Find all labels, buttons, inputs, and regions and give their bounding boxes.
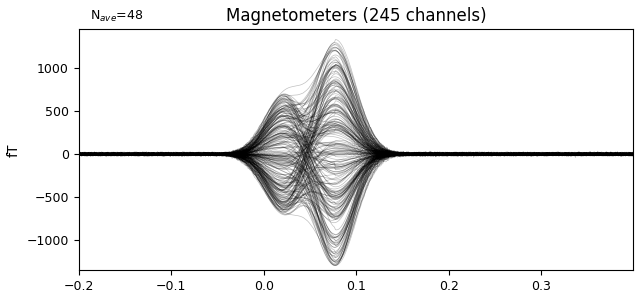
Y-axis label: fT: fT (7, 143, 21, 157)
Title: Magnetometers (245 channels): Magnetometers (245 channels) (225, 7, 486, 25)
Text: N$_{ave}$=48: N$_{ave}$=48 (90, 9, 143, 25)
